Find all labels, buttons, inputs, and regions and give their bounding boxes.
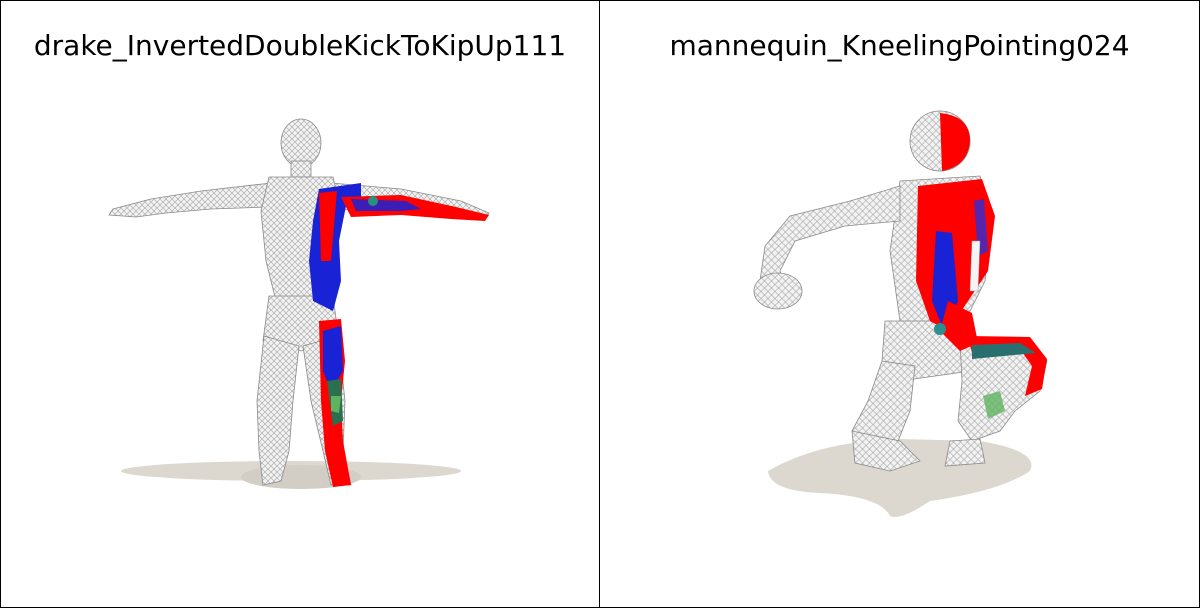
panel-title-right: mannequin_KneelingPointing024 [669, 29, 1130, 62]
deformation-overlay [916, 113, 1047, 419]
t-pose-figure-icon [108, 118, 490, 489]
panel-title-left: drake_InvertedDoubleKickToKipUp111 [33, 29, 567, 62]
panel-left: drake_InvertedDoubleKickToKipUp111 [1, 1, 600, 607]
mesh-body [753, 110, 1048, 472]
panel-right: mannequin_KneelingPointing024 [600, 1, 1199, 607]
mesh-body [108, 118, 490, 486]
kneeling-figure-icon [753, 110, 1048, 517]
deformation-overlay [309, 183, 489, 487]
